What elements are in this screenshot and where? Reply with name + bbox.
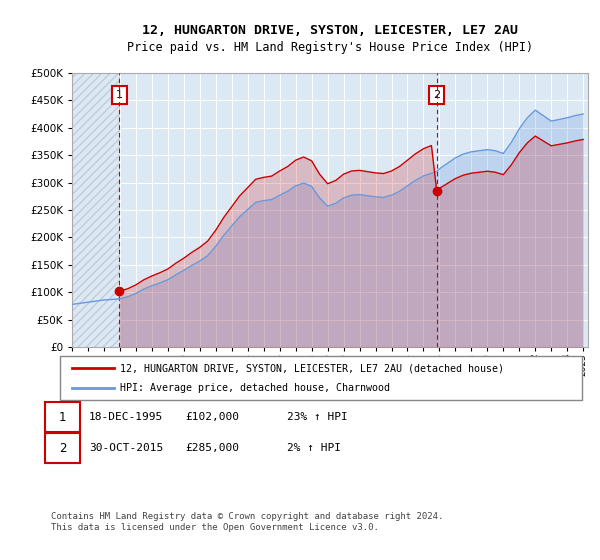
Text: 30-OCT-2015: 30-OCT-2015 (89, 443, 163, 453)
Text: Contains HM Land Registry data © Crown copyright and database right 2024.
This d: Contains HM Land Registry data © Crown c… (51, 512, 443, 532)
Text: 12, HUNGARTON DRIVE, SYSTON, LEICESTER, LE7 2AU (detached house): 12, HUNGARTON DRIVE, SYSTON, LEICESTER, … (120, 363, 504, 373)
Text: £102,000: £102,000 (185, 412, 239, 422)
Text: 1: 1 (116, 90, 123, 100)
Text: Price paid vs. HM Land Registry's House Price Index (HPI): Price paid vs. HM Land Registry's House … (127, 41, 533, 54)
Text: 12, HUNGARTON DRIVE, SYSTON, LEICESTER, LE7 2AU: 12, HUNGARTON DRIVE, SYSTON, LEICESTER, … (142, 24, 518, 38)
Text: 2: 2 (433, 90, 440, 100)
Text: 2% ↑ HPI: 2% ↑ HPI (287, 443, 341, 453)
Text: 1: 1 (59, 410, 66, 424)
Text: £285,000: £285,000 (185, 443, 239, 453)
Text: 23% ↑ HPI: 23% ↑ HPI (287, 412, 347, 422)
Text: HPI: Average price, detached house, Charnwood: HPI: Average price, detached house, Char… (120, 383, 390, 393)
Text: 18-DEC-1995: 18-DEC-1995 (89, 412, 163, 422)
Text: 2: 2 (59, 441, 66, 455)
